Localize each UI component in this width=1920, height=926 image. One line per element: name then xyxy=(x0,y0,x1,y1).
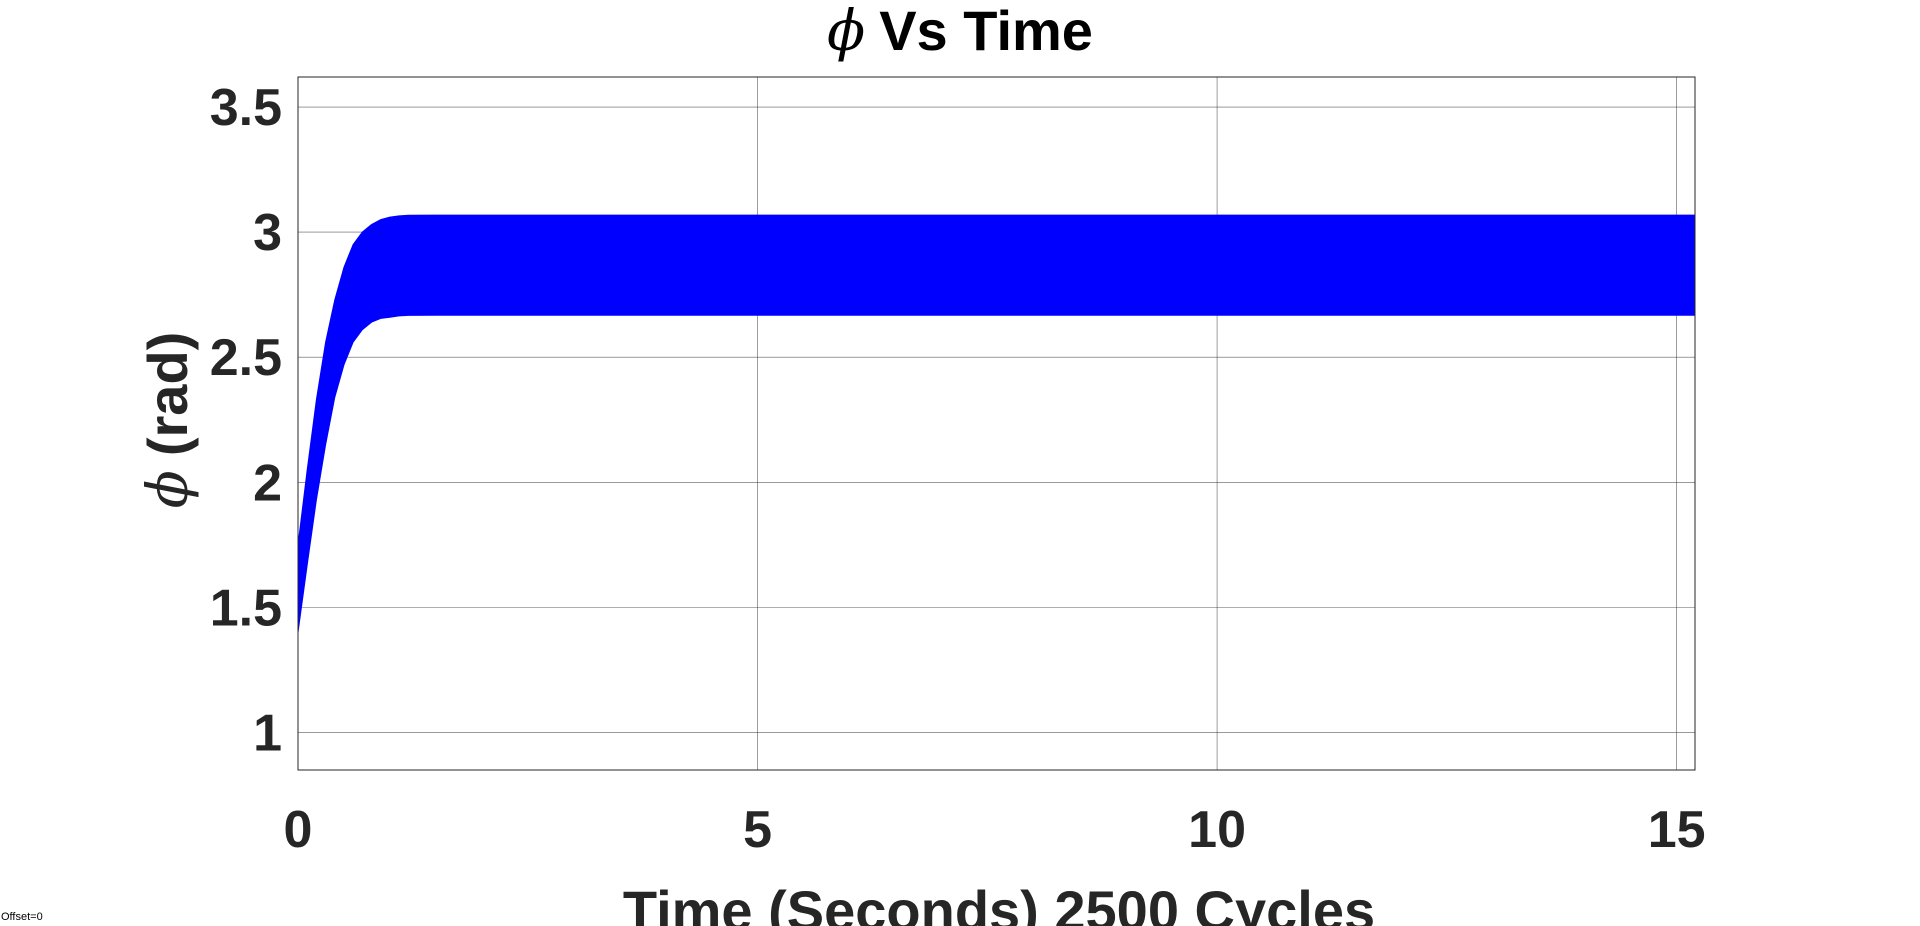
x-tick-label: 10 xyxy=(1188,801,1246,859)
x-axis-label: Time (Seconds) 2500 Cycles xyxy=(623,879,1375,926)
ylabel-text: (rad) xyxy=(136,332,199,456)
title-text: Vs Time xyxy=(879,0,1093,62)
y-tick-labels: 1 1.5 2 2.5 3 3.5 xyxy=(210,79,282,762)
y-tick-label: 2 xyxy=(253,454,282,512)
x-tick-labels: 0 5 10 15 xyxy=(284,801,1706,859)
x-tick-label: 15 xyxy=(1648,801,1706,859)
y-axis-label: ϕ (rad) xyxy=(136,332,201,509)
y-tick-label: 1 xyxy=(253,704,282,762)
x-tick-label: 5 xyxy=(743,801,772,859)
y-tick-label: 3 xyxy=(253,204,282,262)
offset-note: Offset=0 xyxy=(1,911,43,923)
ylabel-phi-symbol: ϕ xyxy=(136,470,201,508)
axes-box xyxy=(297,76,1696,771)
chart-title: ϕ Vs Time xyxy=(827,0,1093,64)
y-tick-label: 3.5 xyxy=(210,79,282,137)
title-phi-symbol: ϕ xyxy=(827,0,865,64)
y-tick-label: 2.5 xyxy=(210,329,282,387)
x-tick-label: 0 xyxy=(284,801,313,859)
y-tick-label: 1.5 xyxy=(210,579,282,637)
